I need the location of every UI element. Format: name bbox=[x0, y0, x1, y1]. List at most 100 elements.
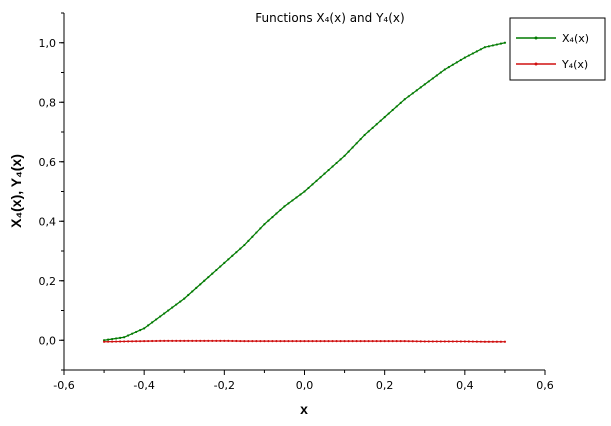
series-point-1 bbox=[291, 340, 294, 343]
series-point-1 bbox=[187, 339, 190, 342]
series-point-1 bbox=[307, 340, 310, 343]
series-point-1 bbox=[123, 340, 126, 343]
legend-marker-x4 bbox=[534, 36, 538, 40]
series-point-1 bbox=[219, 339, 222, 342]
series-point-0 bbox=[327, 168, 330, 172]
series-point-1 bbox=[419, 340, 422, 343]
series-point-0 bbox=[435, 74, 438, 77]
series-point-1 bbox=[131, 340, 134, 343]
series-point-1 bbox=[399, 340, 402, 343]
series-point-1 bbox=[447, 340, 450, 343]
series-point-0 bbox=[351, 146, 354, 149]
ticks: -0,6 -0,4 -0,2 0,0 0,2 0,4 0,6 0,0 0,2 0,4 0,6 0,8 1… bbox=[39, 12, 554, 392]
series-point-1 bbox=[299, 340, 302, 343]
series-point-0 bbox=[423, 83, 426, 86]
y-tick-label: 0,0 bbox=[39, 334, 57, 347]
series-point-1 bbox=[379, 340, 382, 343]
series-point-0 bbox=[219, 265, 222, 268]
series-point-0 bbox=[375, 123, 378, 126]
series-point-1 bbox=[259, 340, 262, 343]
series-point-1 bbox=[295, 340, 298, 343]
series-point-0 bbox=[199, 283, 202, 286]
series-point-0 bbox=[443, 68, 446, 71]
y-tick-label: 0,6 bbox=[39, 156, 57, 169]
series-point-1 bbox=[435, 340, 438, 343]
series-point-1 bbox=[179, 339, 182, 342]
x-tick-label: -0,6 bbox=[53, 379, 74, 392]
x-tick-label: -0,4 bbox=[133, 379, 154, 392]
series-point-0 bbox=[163, 312, 166, 315]
series-point-0 bbox=[167, 309, 170, 312]
series-point-1 bbox=[239, 339, 242, 343]
x-axis-title: x bbox=[300, 401, 308, 417]
series-point-0 bbox=[139, 329, 142, 332]
series-point-1 bbox=[495, 340, 498, 343]
series-point-0 bbox=[487, 45, 490, 48]
series-point-0 bbox=[239, 247, 242, 250]
series-point-0 bbox=[451, 63, 454, 66]
series-point-0 bbox=[147, 324, 150, 327]
x-tick-label: 0,0 bbox=[296, 379, 314, 392]
series-point-0 bbox=[267, 219, 270, 222]
series-point-0 bbox=[339, 158, 342, 161]
series-point-1 bbox=[143, 340, 146, 343]
series-point-1 bbox=[215, 339, 218, 342]
series-point-0 bbox=[391, 108, 394, 112]
series-point-1 bbox=[323, 340, 326, 343]
series-point-0 bbox=[131, 332, 134, 335]
series-point-1 bbox=[463, 340, 466, 343]
series-point-1 bbox=[319, 340, 322, 343]
series-point-0 bbox=[499, 42, 503, 45]
series-point-1 bbox=[479, 340, 482, 343]
series-point-0 bbox=[179, 300, 182, 303]
series-point-0 bbox=[471, 52, 474, 55]
series-point-0 bbox=[195, 286, 198, 289]
series-point-0 bbox=[371, 126, 374, 129]
series-point-1 bbox=[203, 339, 206, 342]
series-point-1 bbox=[275, 340, 278, 343]
series-point-1 bbox=[106, 340, 110, 343]
series-point-0 bbox=[503, 41, 507, 44]
series-point-1 bbox=[311, 340, 314, 343]
series-point-0 bbox=[363, 133, 366, 137]
legend: X₄(x) Y₄(x) bbox=[509, 17, 606, 81]
series-point-0 bbox=[355, 142, 358, 145]
series-point-0 bbox=[191, 290, 194, 293]
series-point-1 bbox=[251, 340, 254, 343]
series-point-0 bbox=[403, 98, 406, 101]
series-point-1 bbox=[431, 340, 434, 343]
series-point-1 bbox=[303, 340, 306, 343]
series-point-1 bbox=[183, 339, 186, 342]
series-point-1 bbox=[487, 340, 490, 343]
series-point-0 bbox=[171, 306, 174, 309]
series-point-1 bbox=[127, 340, 130, 343]
series-point-0 bbox=[203, 279, 206, 282]
y-axis-title: X₄(x), Y₄(x) bbox=[8, 154, 24, 228]
series-point-0 bbox=[359, 138, 362, 141]
series-point-1 bbox=[395, 340, 398, 343]
series-point-0 bbox=[343, 154, 346, 157]
series-point-0 bbox=[291, 199, 294, 202]
series-point-0 bbox=[395, 105, 398, 108]
series-point-1 bbox=[195, 339, 198, 342]
series-point-1 bbox=[255, 340, 258, 343]
series-point-0 bbox=[223, 261, 226, 264]
series-point-0 bbox=[155, 318, 158, 321]
series-point-0 bbox=[235, 251, 238, 254]
series-point-1 bbox=[439, 340, 442, 343]
series-point-0 bbox=[259, 227, 262, 230]
series-point-0 bbox=[175, 303, 178, 306]
series-layer bbox=[102, 41, 507, 343]
series-point-1 bbox=[155, 339, 158, 343]
series-point-0 bbox=[447, 66, 450, 69]
series-point-1 bbox=[231, 339, 234, 343]
series-point-0 bbox=[455, 61, 458, 64]
series-point-0 bbox=[243, 243, 246, 247]
series-point-0 bbox=[347, 150, 350, 153]
series-point-1 bbox=[423, 340, 426, 343]
series-point-0 bbox=[207, 276, 210, 279]
series-point-0 bbox=[427, 80, 430, 83]
series-point-0 bbox=[411, 92, 414, 95]
series-point-1 bbox=[167, 339, 170, 342]
series-point-0 bbox=[127, 334, 130, 337]
